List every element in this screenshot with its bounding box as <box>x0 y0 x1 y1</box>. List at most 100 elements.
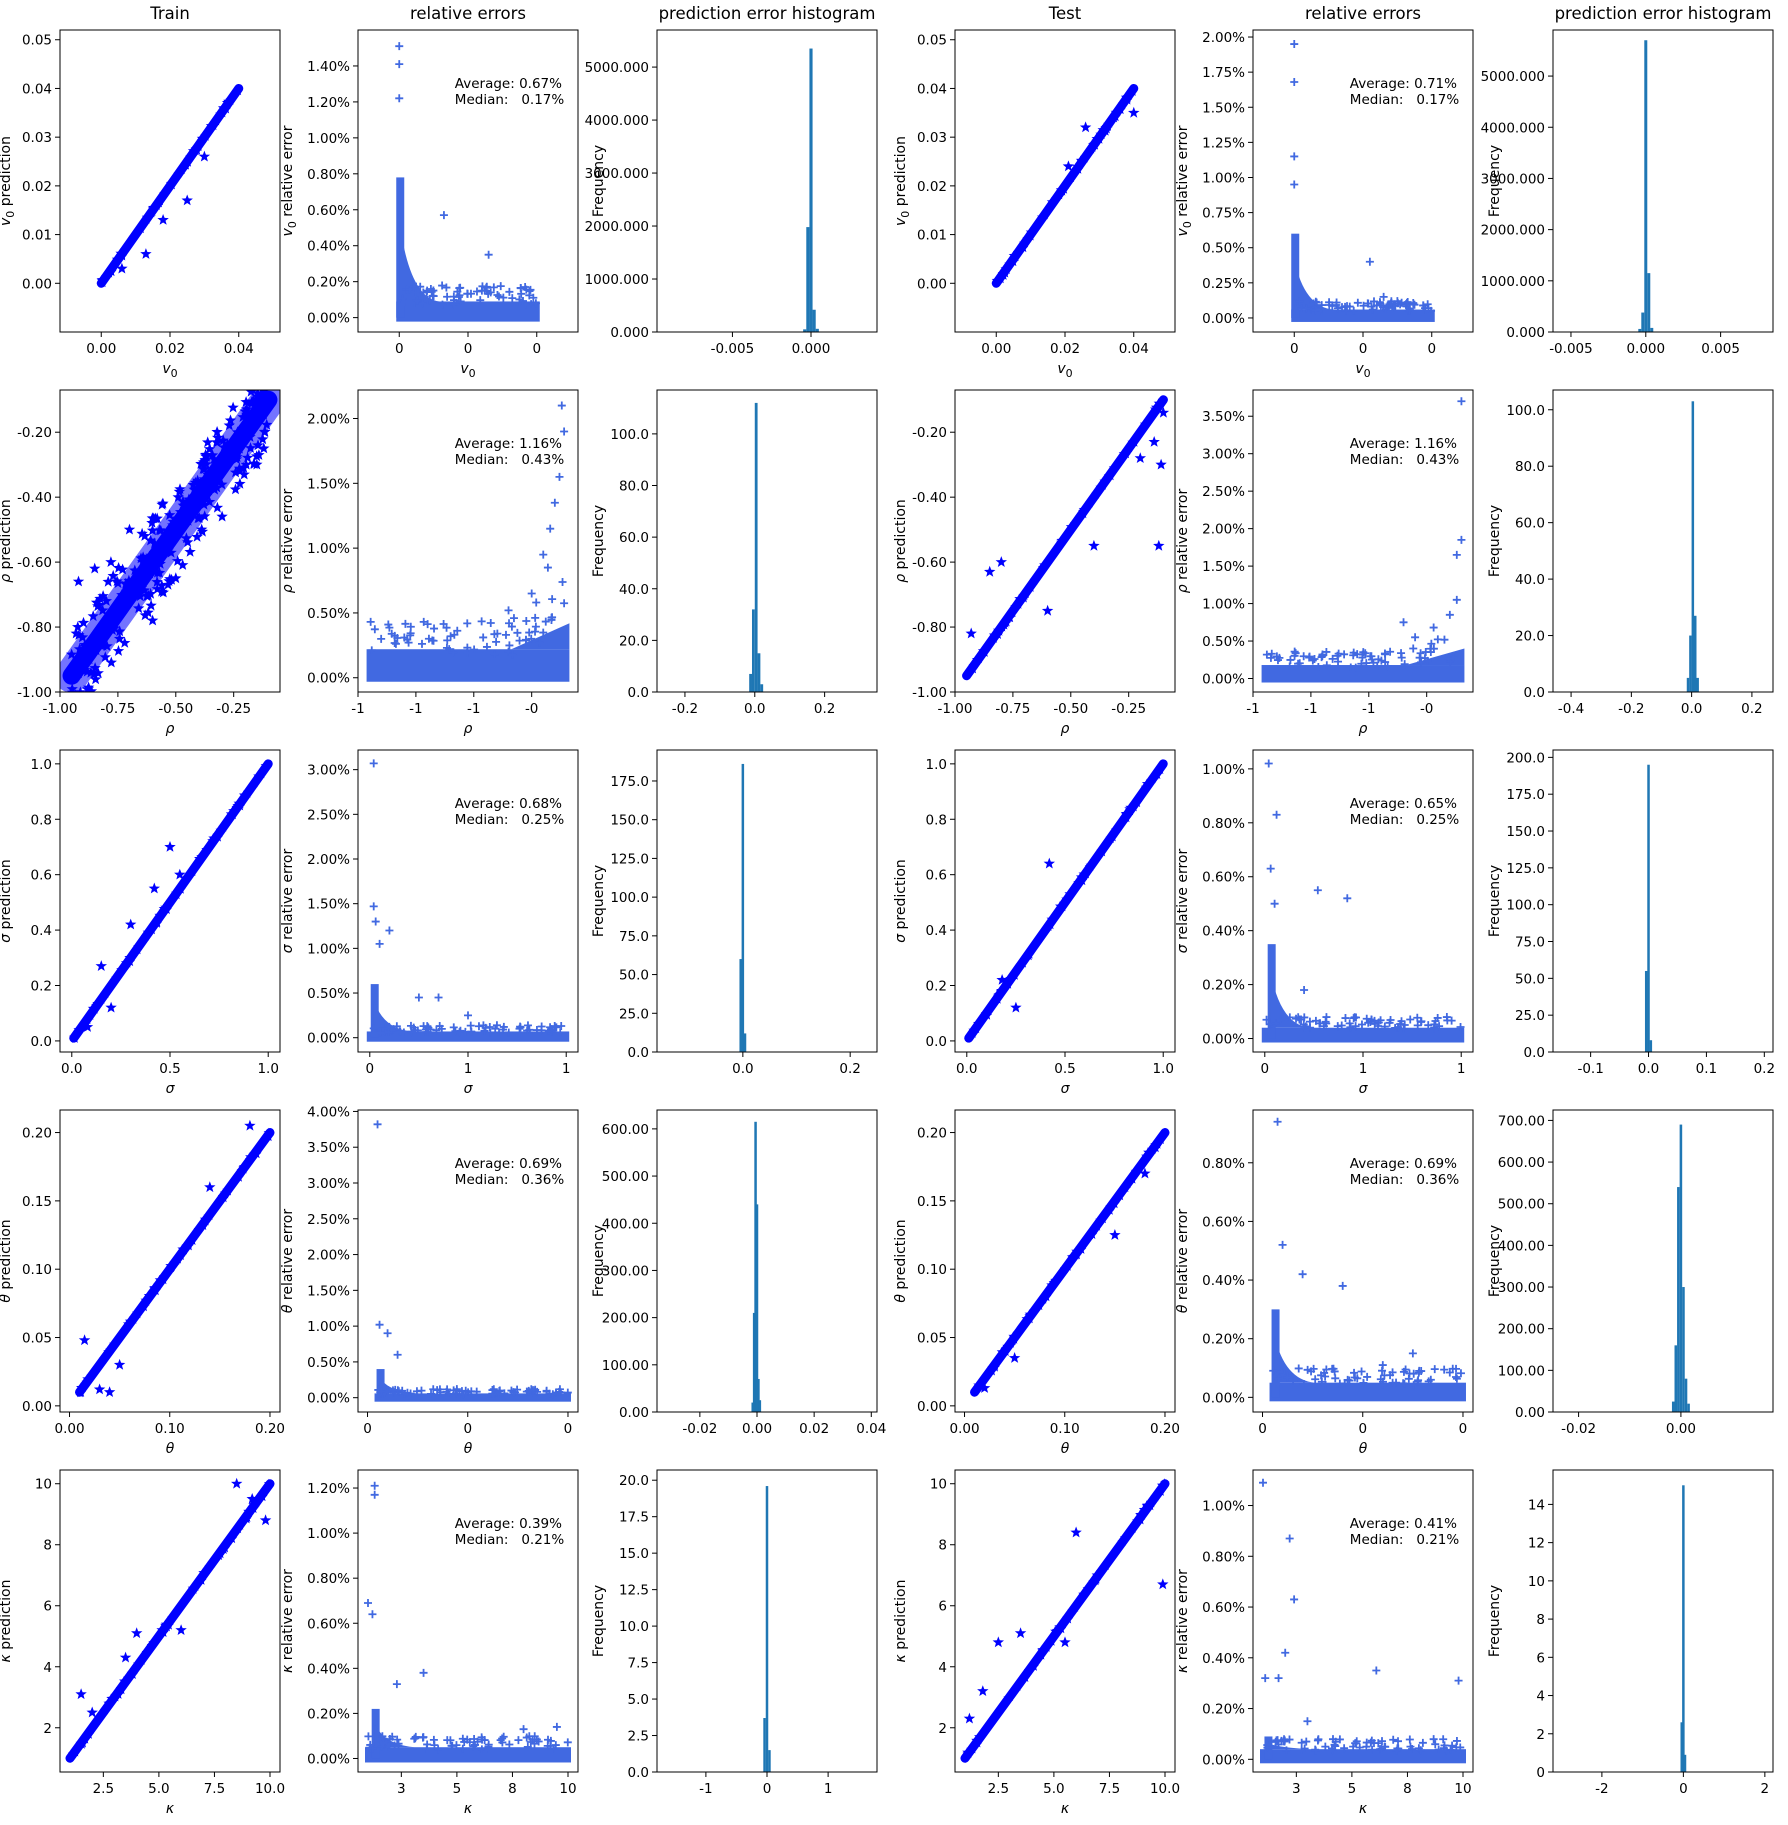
scatter-point <box>198 1567 208 1577</box>
scatter-point <box>1100 122 1110 132</box>
relerr-point <box>1298 1270 1307 1279</box>
y-tick-label: 100.0 <box>610 427 649 443</box>
relerr-point <box>1358 653 1367 662</box>
scatter-point <box>1146 1498 1157 1508</box>
scatter-point <box>70 1033 80 1043</box>
scatter-point <box>201 1216 211 1226</box>
scatter-point <box>211 426 223 437</box>
y-tick-label: 0.8 <box>31 812 52 828</box>
y-tick-label: 125.0 <box>1506 861 1545 877</box>
relerr-point <box>1399 618 1408 627</box>
relerr-band <box>1269 1382 1466 1402</box>
x-tick-label: 0 <box>365 1061 374 1077</box>
scatter-point <box>992 1636 1004 1648</box>
relerr-point <box>463 649 472 658</box>
y-axis-label: ρ relative error <box>1175 489 1191 594</box>
relerr-point <box>367 646 376 655</box>
scatter-point <box>1110 1199 1120 1209</box>
relerr-point <box>560 427 569 436</box>
stats-annotation: Median: 0.17% <box>455 92 565 108</box>
x-axis-label: κ <box>1359 1801 1368 1817</box>
scatter-point <box>203 443 216 454</box>
scatter-point <box>198 456 210 468</box>
axes-frame <box>1552 1469 1774 1773</box>
plot-area <box>1671 1124 1690 1412</box>
scatter-point <box>116 1685 127 1695</box>
scatter-point <box>987 1362 998 1372</box>
scatter-point <box>1091 1570 1102 1580</box>
scatter-point <box>192 492 204 504</box>
relerr-point <box>1423 656 1432 665</box>
scatter-point <box>968 664 978 674</box>
scatter-point <box>198 134 208 143</box>
x-tick-label: -1 <box>699 1781 712 1797</box>
scatter-point <box>1156 1480 1167 1490</box>
x-tick-label: 0.04 <box>1119 341 1149 357</box>
relerr-point <box>516 284 525 293</box>
scatter-point <box>1099 476 1110 486</box>
x-tick-label: -1 <box>1304 701 1317 717</box>
relerr-point <box>1357 1020 1366 1029</box>
relerr-point <box>1271 1019 1280 1028</box>
relerr-point <box>501 630 510 639</box>
scatter-point <box>201 131 211 141</box>
scatter-point <box>1128 106 1140 118</box>
y-tick-label: 0.02 <box>22 179 52 195</box>
relerr-point <box>1261 1674 1270 1683</box>
y-tick-label: 1.20% <box>307 95 350 111</box>
x-tick-label: 0.5 <box>1054 1061 1075 1077</box>
y-tick-label: 700.00 <box>1498 1113 1545 1129</box>
scatter-point <box>108 622 120 634</box>
scatter-point <box>1129 437 1140 447</box>
y-tick-label: -0.40 <box>17 490 52 506</box>
x-tick-label: -0.2 <box>1618 701 1644 717</box>
scatter-point <box>1120 1183 1131 1193</box>
y-tick-label: 0.15 <box>22 1194 52 1210</box>
relerr-point <box>460 1737 469 1746</box>
relerr-point <box>474 1022 483 1031</box>
scatter-point <box>248 1150 258 1160</box>
relerr-point <box>1341 302 1350 311</box>
relerr-decay <box>1294 258 1335 310</box>
scatter-point <box>126 1668 137 1678</box>
relerr-point <box>558 577 567 586</box>
relerr-point <box>439 211 448 220</box>
y-tick-label: 3.00% <box>307 763 350 779</box>
scatter-point <box>187 1235 198 1245</box>
scatter-point <box>1110 107 1121 117</box>
hist-bar <box>1693 615 1697 692</box>
scatter-point <box>1110 825 1121 835</box>
scatter-point <box>207 835 217 845</box>
scatter-point <box>223 1535 234 1545</box>
relerr-point <box>1378 1380 1387 1389</box>
y-axis-label: Frequency <box>591 145 607 217</box>
y-tick-label: 0.40% <box>1202 1651 1245 1667</box>
relerr-point <box>1383 662 1392 671</box>
scatter-point <box>1148 436 1160 447</box>
scatter-point <box>167 1613 177 1623</box>
y-tick-label: 0.00% <box>1202 1390 1245 1406</box>
relerr-point <box>426 284 435 293</box>
x-axis-label: ρ <box>464 721 473 737</box>
relerr-point <box>505 641 514 650</box>
scatter-point <box>146 524 159 536</box>
scatter-point <box>984 565 996 577</box>
stats-annotation: Average: 0.71% <box>1350 76 1457 92</box>
relerr-point <box>477 1733 486 1742</box>
scatter-point <box>158 1628 169 1637</box>
y-tick-label: 0.04 <box>22 81 52 97</box>
scatter-point <box>1155 458 1167 470</box>
y-tick-label: 1000.000 <box>585 272 649 288</box>
relerr-point <box>551 1741 560 1750</box>
y-axis-label: σ relative error <box>280 849 296 954</box>
scatter-point <box>151 512 163 524</box>
y-tick-label: 125.0 <box>610 851 649 867</box>
relerr-point <box>563 1388 572 1397</box>
subplot-r0-c1: 0 0 00.00%0.20%0.40%0.60%0.80%1.00%1.20%1.… <box>280 4 579 380</box>
plot-area <box>75 1119 275 1398</box>
scatter-point <box>196 851 206 861</box>
hist-bar <box>751 1402 754 1412</box>
relerr-point <box>1341 1014 1350 1023</box>
